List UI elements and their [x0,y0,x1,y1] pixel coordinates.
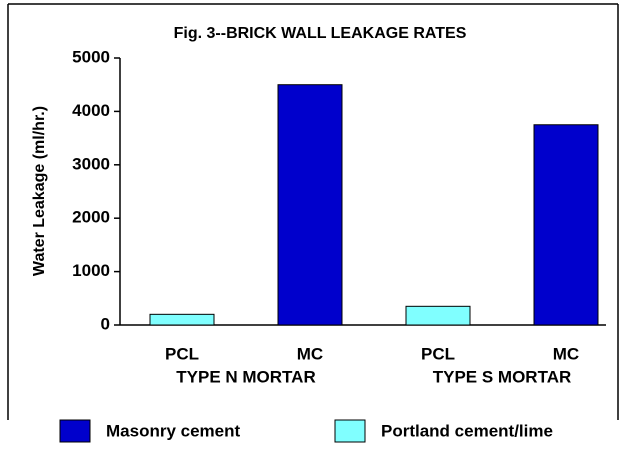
x-tick-label: MC [553,344,579,363]
bar [405,305,471,326]
legend-swatch [59,419,91,443]
bar [149,313,215,326]
bar [533,124,599,326]
bar [277,84,343,326]
y-tick-label: 2000 [72,208,110,227]
y-tick-label: 1000 [72,261,110,280]
y-axis-label: Water Leakage (ml/hr.) [31,106,48,276]
legend-label: Masonry cement [106,421,240,440]
x-tick-label: PCL [165,344,199,363]
group-label: TYPE S MORTAR [433,367,572,386]
y-tick-label: 4000 [72,101,110,120]
y-tick-label: 3000 [72,154,110,173]
x-tick-label: PCL [421,344,455,363]
chart-title: Fig. 3--BRICK WALL LEAKAGE RATES [174,25,467,42]
group-label: TYPE N MORTAR [176,367,315,386]
y-tick-label: 5000 [72,47,110,66]
legend-label: Portland cement/lime [381,421,553,440]
legend-swatch [334,419,366,443]
y-tick-label: 0 [101,314,110,333]
x-tick-label: MC [297,344,323,363]
